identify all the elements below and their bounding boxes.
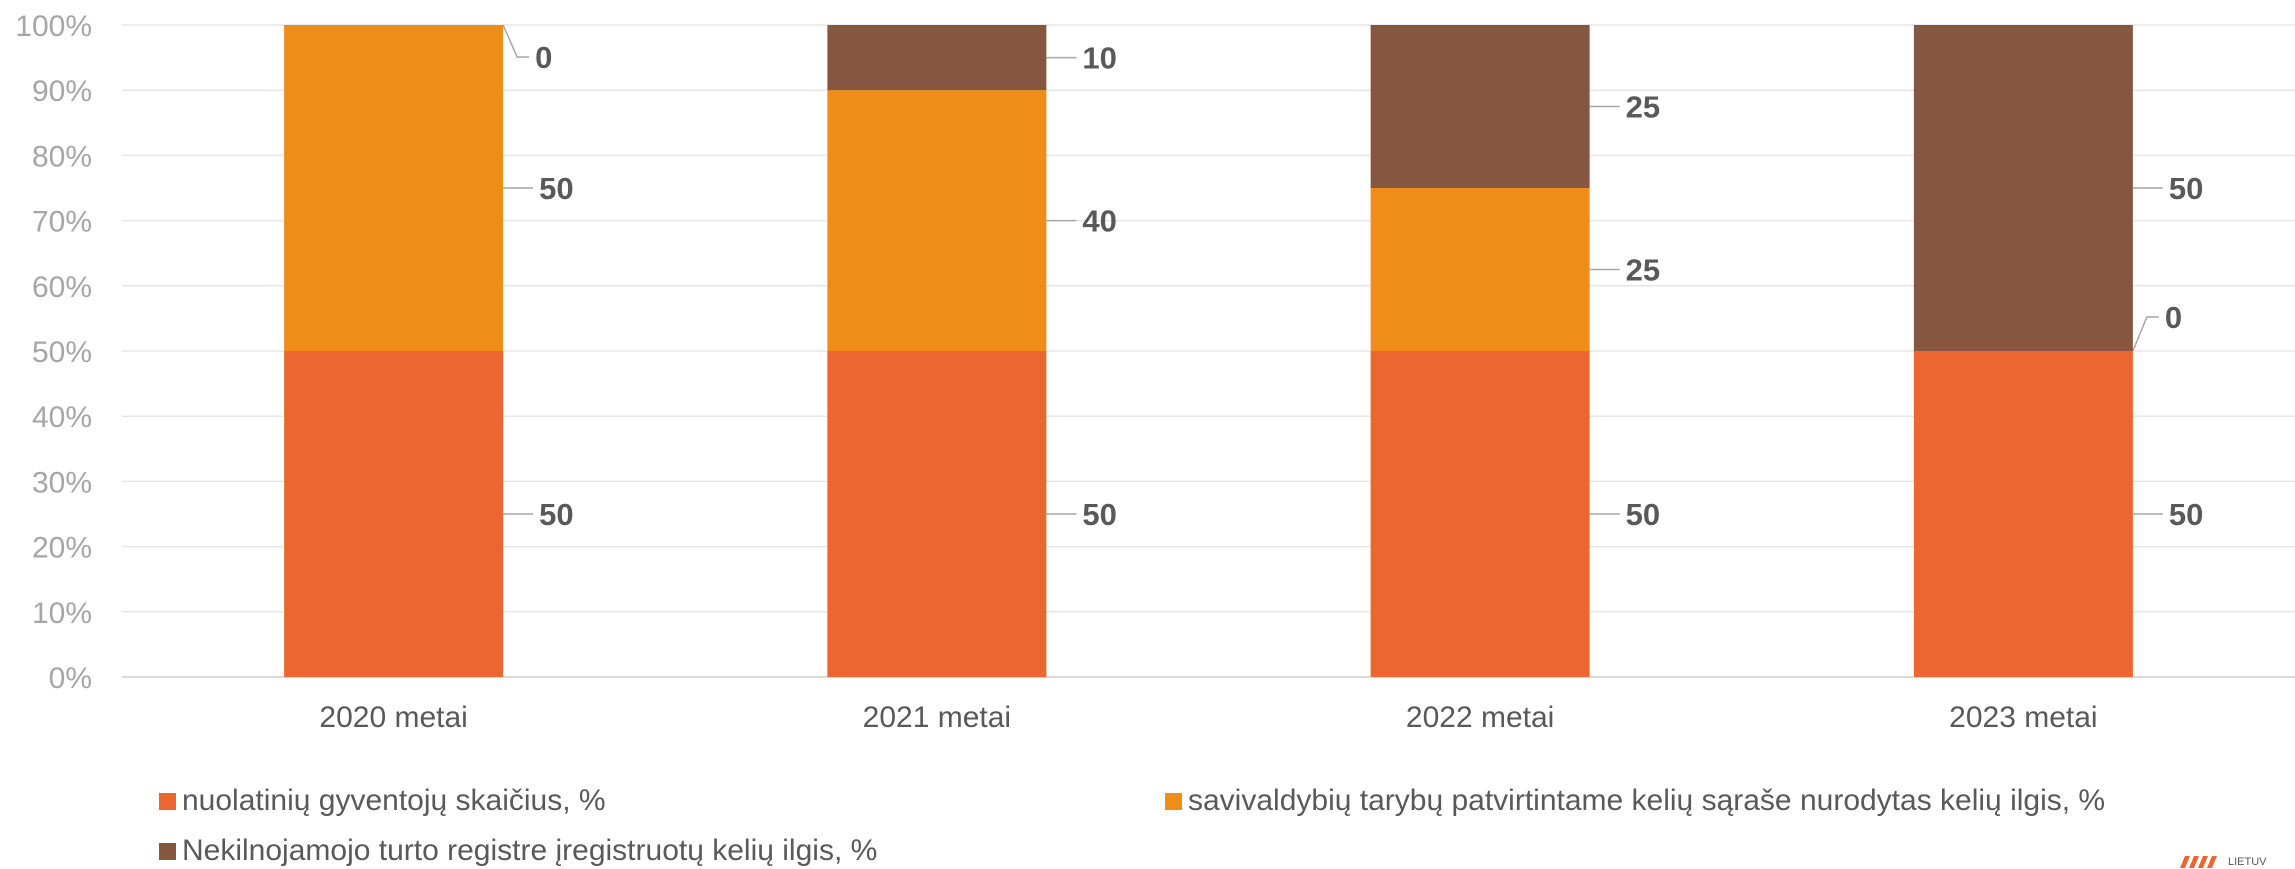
data-label: 25 (1626, 253, 1660, 288)
y-tick-label: 20% (32, 532, 92, 565)
x-category-label: 2022 metai (1406, 701, 1554, 734)
data-label: 0 (2165, 300, 2182, 335)
y-tick-label: 0% (49, 662, 92, 695)
y-tick-label: 80% (32, 140, 92, 173)
x-category-label: 2020 metai (319, 701, 467, 734)
y-tick-label: 50% (32, 336, 92, 369)
y-tick-label: 70% (32, 206, 92, 239)
y-tick-label: 40% (32, 401, 92, 434)
legend-swatch-orange (1165, 792, 1182, 810)
legend-item-savivaldybiu-kelias: savivaldybių tarybų patvirtintame kelių … (1165, 784, 2105, 818)
data-label-leader (502, 24, 530, 58)
y-tick-label: 100% (15, 10, 92, 43)
bar-segment (284, 351, 504, 677)
bar-segment (1370, 351, 1590, 677)
data-label: 25 (1626, 90, 1660, 125)
logo: LIETUV (2180, 856, 2267, 868)
data-label: 50 (2169, 171, 2203, 206)
logo-mark-icon (2180, 856, 2217, 868)
data-label: 50 (1626, 497, 1660, 532)
data-label: 0 (535, 40, 552, 75)
y-tick-label: 90% (32, 75, 92, 108)
bar-segment (1370, 188, 1590, 351)
legend-swatch-orange-red (159, 792, 176, 810)
y-tick-label: 10% (32, 597, 92, 630)
data-label: 40 (1082, 204, 1116, 239)
legend-label: savivaldybių tarybų patvirtintame kelių … (1188, 784, 2106, 817)
logo-text: LIETUV (2228, 856, 2267, 868)
x-category-label: 2023 metai (1949, 701, 2097, 734)
data-label: 50 (2169, 497, 2203, 532)
legend-label: nuolatinių gyventojų skaičius, % (182, 784, 606, 817)
data-label: 50 (539, 497, 573, 532)
bar-segment (1913, 351, 2133, 677)
legend-label: Nekilnojamojo turto registre įregistruot… (182, 834, 878, 867)
legend-item-nuolatiniu-gyventoju: nuolatinių gyventojų skaičius, % (159, 784, 606, 818)
data-label: 10 (1082, 41, 1116, 76)
bar-segment (827, 25, 1047, 91)
x-category-label: 2021 metai (863, 701, 1011, 734)
data-label: 50 (539, 171, 573, 206)
bar-segment (1370, 25, 1590, 188)
bar-segment (827, 90, 1047, 351)
bar-segment (284, 25, 504, 351)
bar-segment (827, 351, 1047, 677)
legend-swatch-brown (159, 842, 176, 860)
legend-item-nekilnojamojo-turto: Nekilnojamojo turto registre įregistruot… (159, 834, 877, 868)
data-label-leader (2132, 316, 2159, 352)
bar-segment (1913, 25, 2133, 351)
data-label: 50 (1082, 497, 1116, 532)
y-tick-label: 60% (32, 271, 92, 304)
y-tick-label: 30% (32, 466, 92, 499)
